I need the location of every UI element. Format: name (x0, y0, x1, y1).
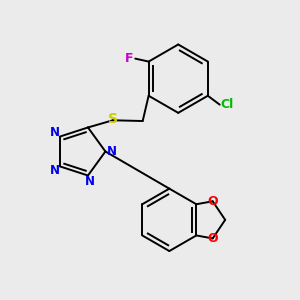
Text: Cl: Cl (220, 98, 234, 111)
Text: O: O (207, 232, 218, 245)
Text: N: N (85, 175, 95, 188)
Text: N: N (107, 145, 117, 158)
Text: N: N (50, 126, 59, 139)
Text: S: S (108, 112, 118, 126)
Text: N: N (50, 164, 59, 177)
Text: F: F (125, 52, 134, 65)
Text: O: O (207, 195, 218, 208)
